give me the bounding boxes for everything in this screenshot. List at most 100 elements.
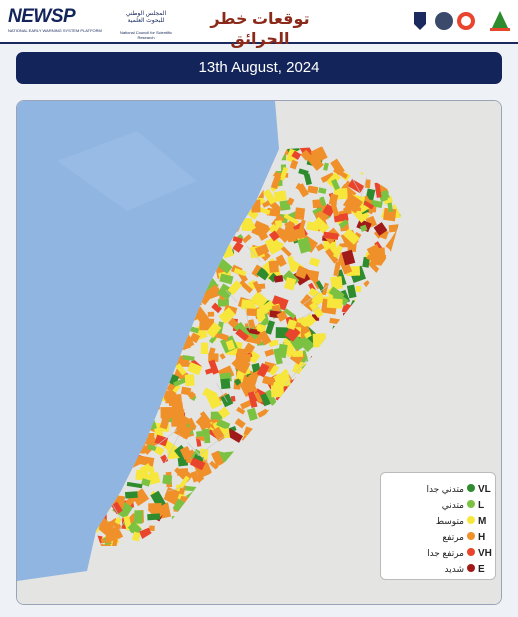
risk-patch (276, 241, 284, 248)
risk-patch (238, 280, 253, 294)
risk-patch (184, 374, 195, 387)
risk-patch (256, 267, 270, 281)
risk-patch (279, 232, 290, 243)
legend-label: متدني جدا (426, 484, 464, 494)
risk-patch (333, 261, 341, 277)
risk-patch (273, 348, 283, 365)
risk-patch (359, 224, 368, 232)
risk-patch (230, 395, 236, 402)
risk-patch (366, 244, 381, 257)
cnrs-arabic: المجلس الوطني للبحوث العلمية (125, 11, 167, 24)
risk-patch (147, 444, 157, 452)
risk-patch (203, 428, 211, 444)
risk-patch (154, 434, 169, 447)
logo-badge (435, 12, 453, 30)
risk-patch (283, 308, 297, 319)
page-title: توقعات خطر الحرائق (210, 11, 310, 48)
risk-patch (297, 325, 312, 339)
risk-patch (198, 417, 212, 430)
road (118, 521, 125, 531)
risk-patch (286, 319, 297, 331)
risk-patch (338, 219, 349, 229)
risk-patch (264, 235, 283, 255)
legend-code: H (478, 532, 485, 543)
road (154, 429, 178, 448)
newsp-tagline: NATIONAL EARLY WARNING SYSTEM PLATFORM (8, 28, 102, 33)
risk-patch (332, 245, 343, 259)
risk-patch (235, 353, 251, 363)
risk-patch (323, 231, 339, 240)
risk-patch (111, 528, 120, 538)
government-logos (414, 11, 510, 31)
risk-patch (260, 300, 276, 315)
legend-label: مرتفع (442, 532, 464, 542)
risk-patch (179, 446, 193, 461)
newsp-logo-text: NEWSP (8, 6, 76, 27)
risk-patch (363, 200, 375, 210)
legend-label: متوسط (436, 516, 464, 526)
risk-patch (246, 407, 258, 421)
risk-patch (273, 190, 287, 202)
risk-patch (216, 418, 231, 430)
risk-patch (141, 478, 151, 487)
risk-patch (150, 490, 166, 509)
risk-patch (312, 216, 330, 234)
date-bar: 13th August, 2024 (16, 52, 502, 84)
road (246, 245, 262, 262)
risk-patch (206, 392, 223, 410)
risk-patch (162, 474, 173, 485)
risk-patch (207, 287, 222, 299)
risk-patch (256, 363, 270, 378)
risk-patch (343, 228, 360, 245)
risk-patch (114, 516, 123, 525)
risk-patch (291, 150, 302, 160)
risk-patch (218, 307, 236, 324)
risk-patch (375, 247, 386, 257)
risk-patch (217, 283, 234, 300)
risk-patch (265, 389, 278, 406)
road (351, 177, 361, 194)
legend-swatch (467, 484, 475, 492)
road (164, 433, 180, 464)
risk-patch (124, 491, 138, 499)
risk-patch (139, 463, 152, 475)
risk-patch (189, 457, 206, 471)
road (167, 486, 184, 492)
risk-patch (264, 348, 275, 357)
risk-patch (268, 272, 279, 283)
risk-patch (190, 470, 200, 483)
risk-patch (246, 308, 257, 317)
risk-patch (127, 521, 143, 536)
risk-patch (365, 179, 371, 189)
legend-code: VL (478, 484, 491, 495)
risk-patch (251, 264, 264, 278)
risk-patch (387, 202, 394, 213)
risk-patch (280, 246, 292, 257)
risk-patch (268, 230, 280, 242)
risk-patch (306, 221, 320, 232)
risk-patch (186, 417, 196, 429)
risk-patch (330, 158, 345, 176)
risk-patch (318, 187, 327, 194)
risk-patch (303, 173, 312, 186)
risk-patch (176, 468, 189, 476)
risk-patch (147, 513, 161, 521)
risk-patch (311, 291, 324, 305)
risk-patch (234, 358, 251, 374)
risk-patch (110, 517, 123, 532)
risk-patch (140, 455, 155, 467)
risk-patch (233, 267, 247, 277)
risk-patch (347, 179, 365, 194)
risk-patch (133, 510, 143, 524)
risk-patch (218, 406, 231, 419)
risk-patch (341, 249, 356, 266)
risk-patch (180, 386, 192, 396)
risk-patch (321, 282, 329, 296)
legend-label: متدني (442, 500, 464, 510)
risk-patch (292, 350, 304, 357)
legend-swatch (467, 548, 475, 556)
logo-cedar (492, 11, 508, 28)
risk-patch (247, 391, 258, 408)
risk-patch (234, 418, 246, 429)
